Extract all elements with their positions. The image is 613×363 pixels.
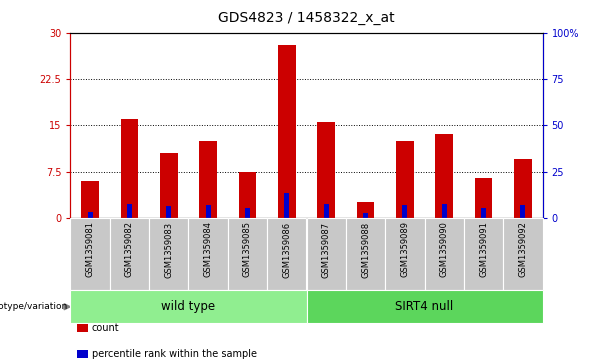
Text: GSM1359086: GSM1359086 bbox=[283, 221, 291, 278]
Text: GSM1359083: GSM1359083 bbox=[164, 221, 173, 278]
Text: GSM1359084: GSM1359084 bbox=[204, 221, 213, 277]
Bar bbox=[357, 202, 375, 218]
Text: SIRT4 null: SIRT4 null bbox=[395, 300, 454, 313]
Bar bbox=[121, 119, 139, 218]
Text: GSM1359082: GSM1359082 bbox=[125, 221, 134, 277]
Text: genotype/variation: genotype/variation bbox=[0, 302, 67, 311]
Bar bbox=[474, 178, 492, 218]
Text: GSM1359085: GSM1359085 bbox=[243, 221, 252, 277]
Text: percentile rank within the sample: percentile rank within the sample bbox=[92, 348, 257, 359]
Text: GSM1359091: GSM1359091 bbox=[479, 221, 488, 277]
Text: GSM1359087: GSM1359087 bbox=[322, 221, 330, 278]
Bar bbox=[435, 134, 453, 218]
Bar bbox=[278, 45, 295, 218]
Text: GSM1359081: GSM1359081 bbox=[86, 221, 94, 277]
Text: GDS4823 / 1458322_x_at: GDS4823 / 1458322_x_at bbox=[218, 11, 395, 25]
Text: wild type: wild type bbox=[161, 300, 216, 313]
Text: GSM1359090: GSM1359090 bbox=[440, 221, 449, 277]
Bar bbox=[514, 159, 531, 218]
Bar bbox=[199, 141, 217, 218]
Bar bbox=[402, 205, 408, 218]
Bar bbox=[520, 205, 525, 218]
Bar bbox=[245, 208, 250, 218]
Bar bbox=[82, 181, 99, 218]
Text: count: count bbox=[92, 323, 120, 333]
Bar bbox=[324, 204, 329, 218]
Bar bbox=[481, 208, 486, 218]
Bar bbox=[160, 153, 178, 218]
Bar bbox=[238, 171, 256, 218]
Bar bbox=[88, 212, 93, 218]
Bar bbox=[284, 193, 289, 218]
Bar bbox=[205, 205, 211, 218]
Bar bbox=[396, 141, 414, 218]
Text: GSM1359092: GSM1359092 bbox=[519, 221, 527, 277]
Bar bbox=[363, 213, 368, 218]
Bar bbox=[318, 122, 335, 218]
Text: GSM1359088: GSM1359088 bbox=[361, 221, 370, 278]
Bar bbox=[166, 206, 172, 218]
Bar bbox=[127, 204, 132, 218]
Bar bbox=[441, 204, 447, 218]
Text: GSM1359089: GSM1359089 bbox=[400, 221, 409, 277]
